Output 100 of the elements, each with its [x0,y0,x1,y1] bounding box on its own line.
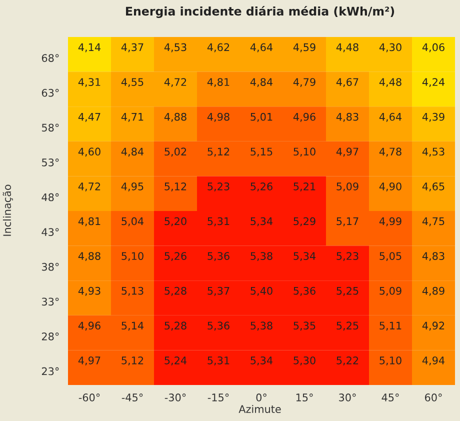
data-label: 4,90 [379,182,402,192]
data-label: 5,02 [164,148,186,157]
data-label: 5,31 [208,217,230,226]
y-tick-label: 48° [42,193,59,202]
data-label: 5,29 [294,217,316,226]
y-tick-label: 23° [42,367,59,376]
data-label: 4,92 [422,322,444,331]
data-label: 4,81 [78,217,100,226]
x-tick-label: 0° [256,394,266,402]
data-label: 5,25 [336,322,358,331]
data-label: 5,34 [250,217,273,226]
x-tick-label: 45° [382,394,399,402]
data-label: 5,04 [122,217,144,226]
data-label: 5,14 [122,322,144,331]
data-label: 5,22 [336,356,358,366]
data-label: 4,95 [121,182,144,192]
data-label: 5,35 [294,322,316,331]
y-tick-label: 58° [42,124,59,132]
data-label: 5,13 [122,286,144,296]
data-label: 5,11 [380,322,402,331]
data-label: 5,28 [164,286,186,296]
data-label: 5,09 [380,286,402,296]
data-label: 4,88 [78,252,100,262]
data-label: 5,31 [208,356,230,366]
data-label: 4,14 [78,43,101,52]
y-tick-label: 38° [42,262,59,271]
data-label: 5,24 [164,356,187,366]
data-label: 5,01 [250,112,272,122]
data-label: 5,40 [250,286,272,296]
data-label: 5,25 [336,286,358,296]
y-tick-label: 28° [42,332,59,340]
data-label: 4,97 [78,356,100,366]
data-label: 5,26 [164,252,186,262]
data-label: 5,38 [250,322,272,331]
data-label: 4,96 [78,322,100,331]
data-label: 4,37 [121,43,144,52]
data-label: 5,20 [164,217,186,226]
data-label: 4,48 [336,43,358,52]
data-label: 4,72 [78,182,100,192]
data-label: 4,31 [78,78,100,88]
data-label: 4,48 [379,78,402,88]
data-label: 5,38 [250,252,272,262]
data-label: 5,17 [336,217,358,226]
data-label: 5,36 [208,322,230,331]
data-label: 4,72 [164,78,186,88]
data-label: 4,39 [422,112,444,122]
data-label: 4,75 [422,217,444,226]
data-label: 5,12 [122,356,144,366]
data-label: 4,83 [336,112,358,122]
y-tick-label: 53° [42,158,59,166]
data-label: 4,30 [379,43,402,52]
data-label: 4,81 [207,78,230,88]
x-tick-label: -45° [122,394,143,402]
x-tick-label: -30° [164,394,186,402]
data-label: 4,78 [379,148,402,157]
data-label: 5,28 [164,322,186,331]
y-tick-label: 43° [42,228,59,236]
data-label: 5,23 [336,252,358,262]
data-label: 5,05 [380,252,402,262]
data-label: 4,84 [121,148,144,157]
data-label: 4,24 [422,78,445,88]
data-label: 4,53 [164,43,186,52]
data-label: 5,15 [250,148,272,157]
data-label: 5,10 [122,252,144,262]
data-label: 4,88 [164,112,186,122]
chart-title: Energia incidente diária média (kWh/m²) [126,6,394,18]
data-label: 4,64 [250,43,273,52]
data-label: 4,62 [207,43,230,52]
data-label: 5,23 [208,182,230,192]
data-label: 5,12 [164,182,186,192]
data-label: 4,64 [379,112,402,122]
y-tick-label: 33° [42,298,59,306]
data-label: 4,59 [293,43,316,52]
x-tick-label: 60° [424,394,442,402]
data-label: 5,37 [208,286,230,296]
data-label: 4,67 [336,78,358,88]
data-label: 4,55 [121,78,144,88]
data-label: 4,79 [293,78,316,88]
data-label: 4,94 [422,356,445,366]
data-label: 5,26 [250,182,272,192]
data-label: 5,21 [294,182,316,192]
data-label: 5,36 [208,252,230,262]
data-label: 5,36 [294,286,316,296]
data-label: 4,71 [121,113,144,122]
data-label: 4,47 [78,113,100,122]
data-label: 5,09 [336,182,358,192]
data-label: 4,99 [379,217,402,226]
x-tick-label: 30° [339,394,356,402]
data-label: 4,98 [207,112,230,122]
x-tick-label: -60° [78,394,100,402]
data-label: 4,96 [293,112,316,122]
data-label: 4,93 [78,286,100,296]
data-label: 4,60 [78,148,100,157]
data-label: 4,83 [422,252,444,262]
x-tick-label: -15° [208,394,229,402]
data-label: 4,53 [422,148,444,157]
data-label: 5,12 [208,148,230,157]
data-label: 4,89 [422,286,444,296]
x-tick-label: 15° [296,394,313,402]
data-label: 4,84 [250,78,273,88]
